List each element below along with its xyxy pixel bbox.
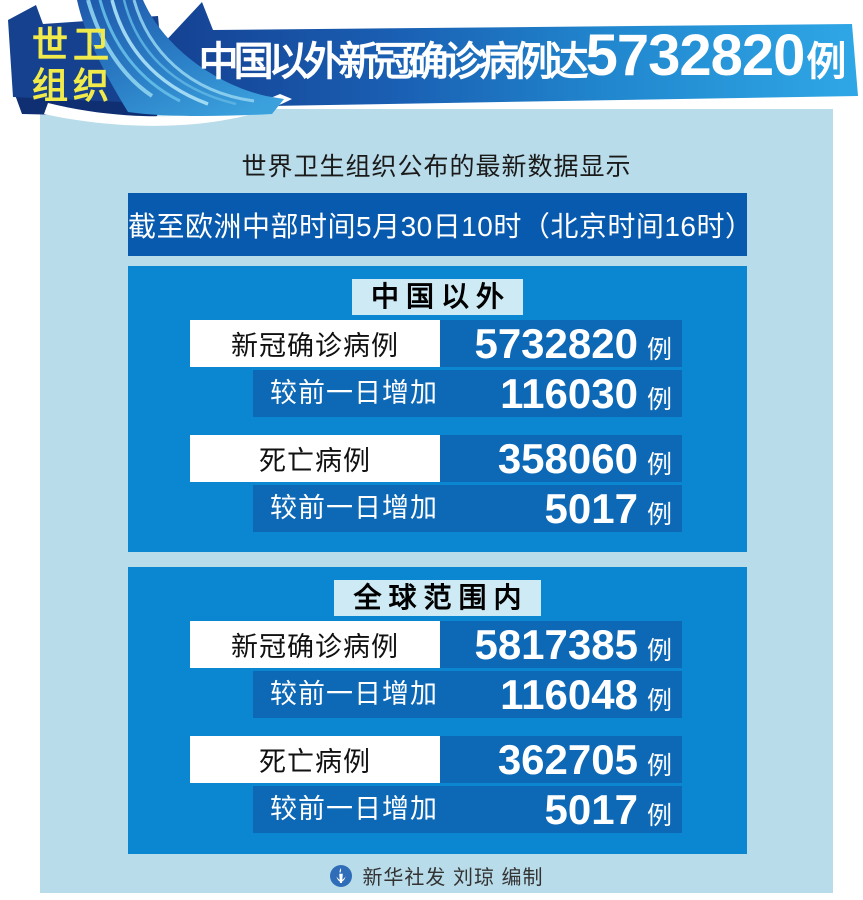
- stat-value-strip: 358060 例: [440, 435, 682, 482]
- stat-label-box: 新冠确诊病例: [190, 621, 440, 668]
- stat-label: 死亡病例: [259, 446, 371, 476]
- stat-row: 较前一日增加 116048 例: [128, 671, 747, 718]
- stat-value: 116030: [500, 370, 638, 417]
- title-prefix: 中国以外新冠确诊病例达: [198, 40, 589, 84]
- stat-rows: 新冠确诊病例 5817385 例 较前一日增加 116048 例 死亡病例 3627…: [128, 621, 747, 833]
- section-title: 全球范围内: [334, 580, 541, 616]
- stat-value: 116048: [500, 671, 638, 718]
- source-badge-line2: 组织: [32, 65, 115, 106]
- stat-value-strip: 较前一日增加 5017 例: [253, 485, 682, 532]
- stat-label: 较前一日增加: [270, 378, 438, 408]
- stat-value: 362705: [497, 736, 638, 783]
- stat-unit: 例: [646, 687, 672, 715]
- stat-value-strip: 较前一日增加 116048 例: [253, 671, 682, 718]
- source-badge: 世卫 组织: [32, 24, 162, 106]
- stat-value: 5017: [544, 786, 638, 833]
- source-badge-line1: 世卫: [32, 24, 115, 65]
- stat-unit: 例: [646, 451, 672, 479]
- as-of-time-bar: 截至欧洲中部时间5月30日10时（北京时间16时）: [128, 193, 753, 256]
- header-banner-graphic: [8, 0, 858, 126]
- stat-label: 新冠确诊病例: [231, 632, 399, 662]
- stat-value-strip: 362705 例: [440, 736, 682, 783]
- xinhua-logo-icon: [330, 864, 353, 887]
- stat-label: 死亡病例: [259, 747, 371, 777]
- stat-value: 5817385: [474, 621, 638, 668]
- stat-value-strip: 较前一日增加 5017 例: [253, 786, 682, 833]
- title-number: 5732820: [585, 23, 806, 88]
- stat-label-box: 死亡病例: [190, 736, 440, 783]
- stat-label: 较前一日增加: [270, 679, 438, 709]
- stat-row: 较前一日增加 5017 例: [128, 485, 747, 532]
- stat-value: 358060: [497, 435, 638, 482]
- stat-row: 较前一日增加 5017 例: [128, 786, 747, 833]
- stat-label: 较前一日增加: [270, 794, 438, 824]
- stat-row: 新冠确诊病例 5817385 例: [128, 621, 747, 668]
- footer-credit: 新华社发 刘琼 编制: [40, 861, 833, 890]
- stat-unit: 例: [646, 802, 672, 830]
- stat-label: 较前一日增加: [270, 493, 438, 523]
- credit-text: 新华社发 刘琼 编制: [362, 867, 544, 889]
- page-title: 中国以外新冠确诊病例达5732820例: [183, 14, 857, 98]
- stat-label-box: 死亡病例: [190, 435, 440, 482]
- stat-value-strip: 5732820 例: [440, 320, 682, 367]
- stat-unit: 例: [646, 386, 672, 414]
- stat-label-box: 新冠确诊病例: [190, 320, 440, 367]
- section-header: 全球范围内: [128, 567, 747, 616]
- section-header: 中国以外: [128, 266, 747, 315]
- stat-row: 较前一日增加 116030 例: [128, 370, 747, 417]
- stat-value-strip: 较前一日增加 116030 例: [253, 370, 682, 417]
- subtitle: 世界卫生组织公布的最新数据显示: [241, 153, 632, 181]
- section-title: 中国以外: [351, 279, 523, 315]
- stat-rows: 新冠确诊病例 5732820 例 较前一日增加 116030 例 死亡病例 3580…: [128, 320, 747, 532]
- stat-value: 5017: [544, 485, 638, 532]
- stat-row: 新冠确诊病例 5732820 例: [128, 320, 747, 367]
- stat-unit: 例: [646, 637, 672, 665]
- stat-unit: 例: [646, 752, 672, 780]
- section-panel-global: 全球范围内 新冠确诊病例 5817385 例 较前一日增加 116048 例 死亡病…: [128, 567, 747, 854]
- stat-row: 死亡病例 362705 例: [128, 736, 747, 783]
- stat-value-strip: 5817385 例: [440, 621, 682, 668]
- stat-unit: 例: [646, 336, 672, 364]
- section-panel-outside-china: 中国以外 新冠确诊病例 5732820 例 较前一日增加 116030 例 死亡病例…: [128, 266, 747, 552]
- stat-row: 死亡病例 358060 例: [128, 435, 747, 482]
- stat-unit: 例: [646, 501, 672, 529]
- stat-label: 新冠确诊病例: [231, 331, 399, 361]
- stat-value: 5732820: [474, 320, 638, 367]
- title-suffix: 例: [806, 40, 846, 84]
